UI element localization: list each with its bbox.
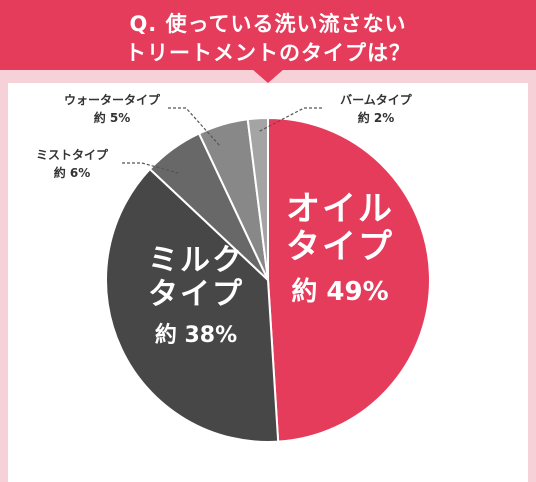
slice-value-label-1: 約 38% [155, 322, 237, 348]
slice-value-label-3: 約 5% [94, 110, 131, 125]
slice-name-3: ウォータータイプ [64, 92, 161, 107]
leader-line-4 [257, 107, 322, 133]
question-title-line-2: トリートメントのタイプは？ [125, 41, 411, 65]
pie-slice-1 [105, 167, 280, 443]
slice-name-line-0-1: タイプ [286, 227, 394, 267]
slice-name-line-0-0: オイル [286, 189, 394, 229]
slice-name-line-1-1: タイプ [148, 277, 244, 312]
header-pointer [252, 69, 284, 83]
slice-value-label-0: 約 49% [291, 276, 388, 307]
slice-value-label-4: 約 2% [358, 110, 395, 125]
leader-line-3 [168, 107, 221, 147]
leader-line-2 [122, 162, 179, 174]
slice-name-4: バームタイプ [340, 92, 413, 107]
question-title-line-1: Q. 使っている洗い流さない [129, 12, 407, 36]
question-header: Q. 使っている洗い流さない トリートメントのタイプは？ [0, 0, 536, 70]
slice-name-2: ミストタイプ [36, 147, 109, 162]
slice-name-line-1-0: ミルク [148, 243, 244, 278]
slice-value-label-2: 約 6% [54, 165, 91, 180]
pie-slice-0 [267, 116, 431, 443]
pie-slice-4 [246, 116, 269, 281]
